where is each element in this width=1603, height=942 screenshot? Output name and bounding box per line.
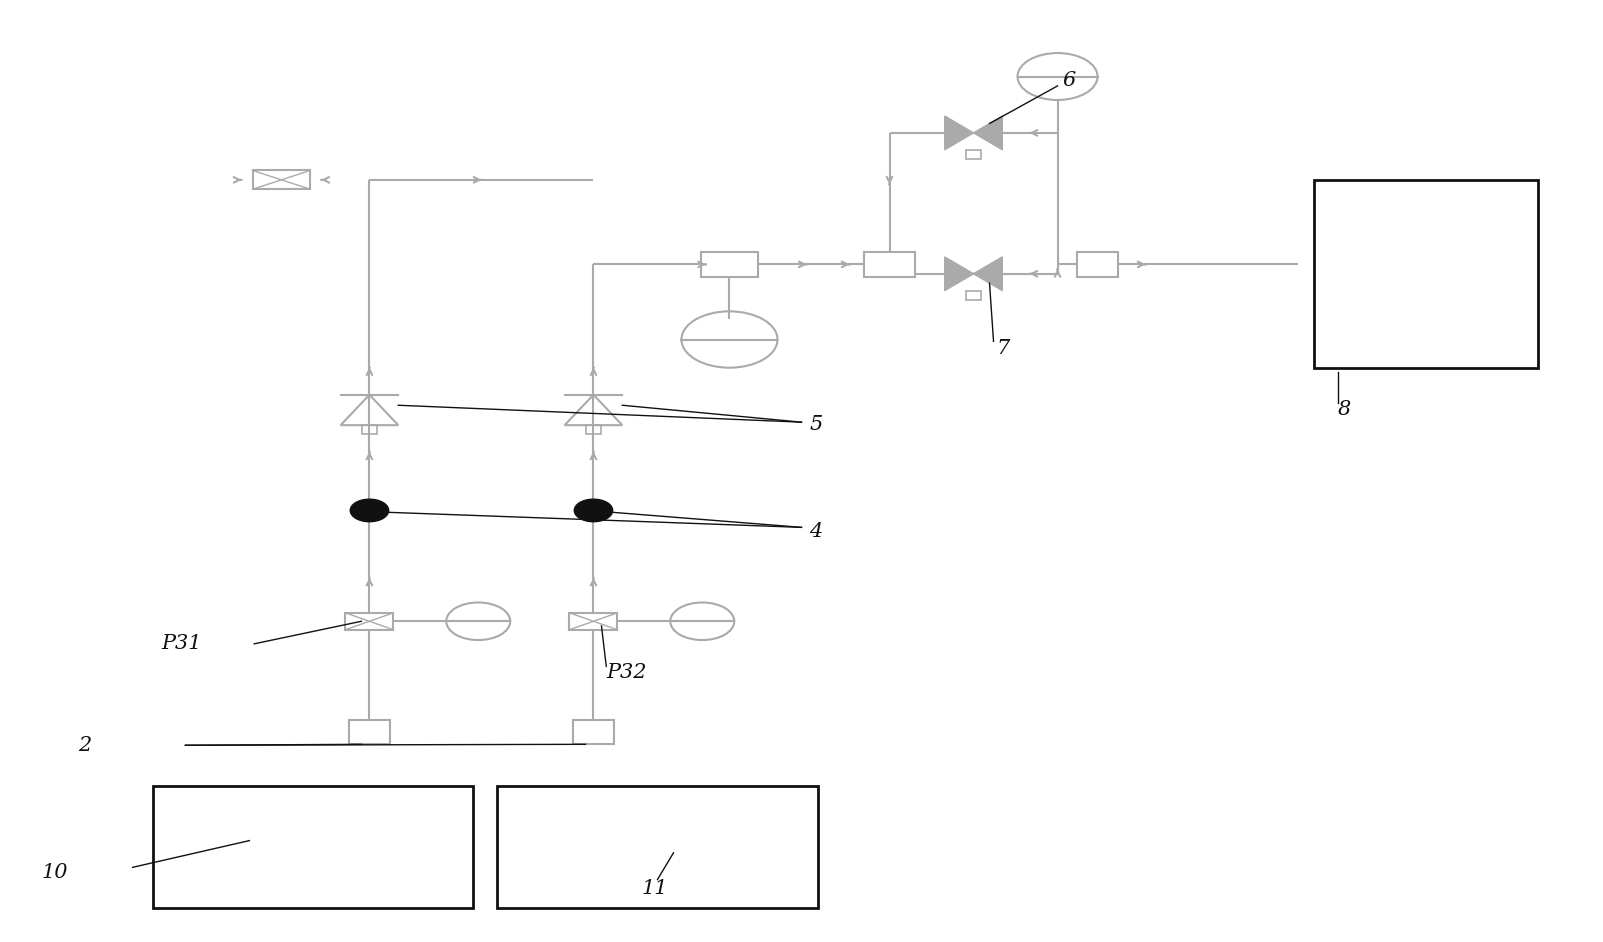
Text: 2: 2 bbox=[79, 736, 91, 755]
Text: 5: 5 bbox=[810, 414, 822, 433]
Bar bbox=[585, 425, 601, 434]
Text: 7: 7 bbox=[997, 339, 1010, 358]
Bar bbox=[348, 720, 390, 744]
Bar bbox=[864, 252, 915, 277]
Text: 4: 4 bbox=[810, 522, 822, 541]
Bar bbox=[154, 786, 473, 908]
Polygon shape bbox=[973, 257, 1002, 291]
Polygon shape bbox=[973, 116, 1002, 150]
Bar bbox=[965, 291, 981, 300]
Bar bbox=[572, 720, 614, 744]
Bar bbox=[497, 786, 818, 908]
Bar bbox=[965, 150, 981, 159]
Bar bbox=[253, 171, 311, 189]
Bar bbox=[362, 425, 377, 434]
Polygon shape bbox=[944, 257, 973, 291]
Text: 6: 6 bbox=[1063, 71, 1076, 89]
Bar bbox=[569, 613, 617, 630]
Circle shape bbox=[349, 499, 388, 522]
Text: 8: 8 bbox=[1337, 400, 1351, 419]
Bar bbox=[345, 613, 393, 630]
Bar bbox=[701, 252, 758, 277]
Text: P32: P32 bbox=[606, 663, 646, 682]
Circle shape bbox=[574, 499, 612, 522]
Text: 10: 10 bbox=[42, 864, 67, 883]
Bar bbox=[1313, 180, 1537, 367]
Text: 11: 11 bbox=[641, 880, 668, 899]
Bar bbox=[1077, 252, 1119, 277]
Text: P31: P31 bbox=[162, 634, 202, 654]
Polygon shape bbox=[944, 116, 973, 150]
